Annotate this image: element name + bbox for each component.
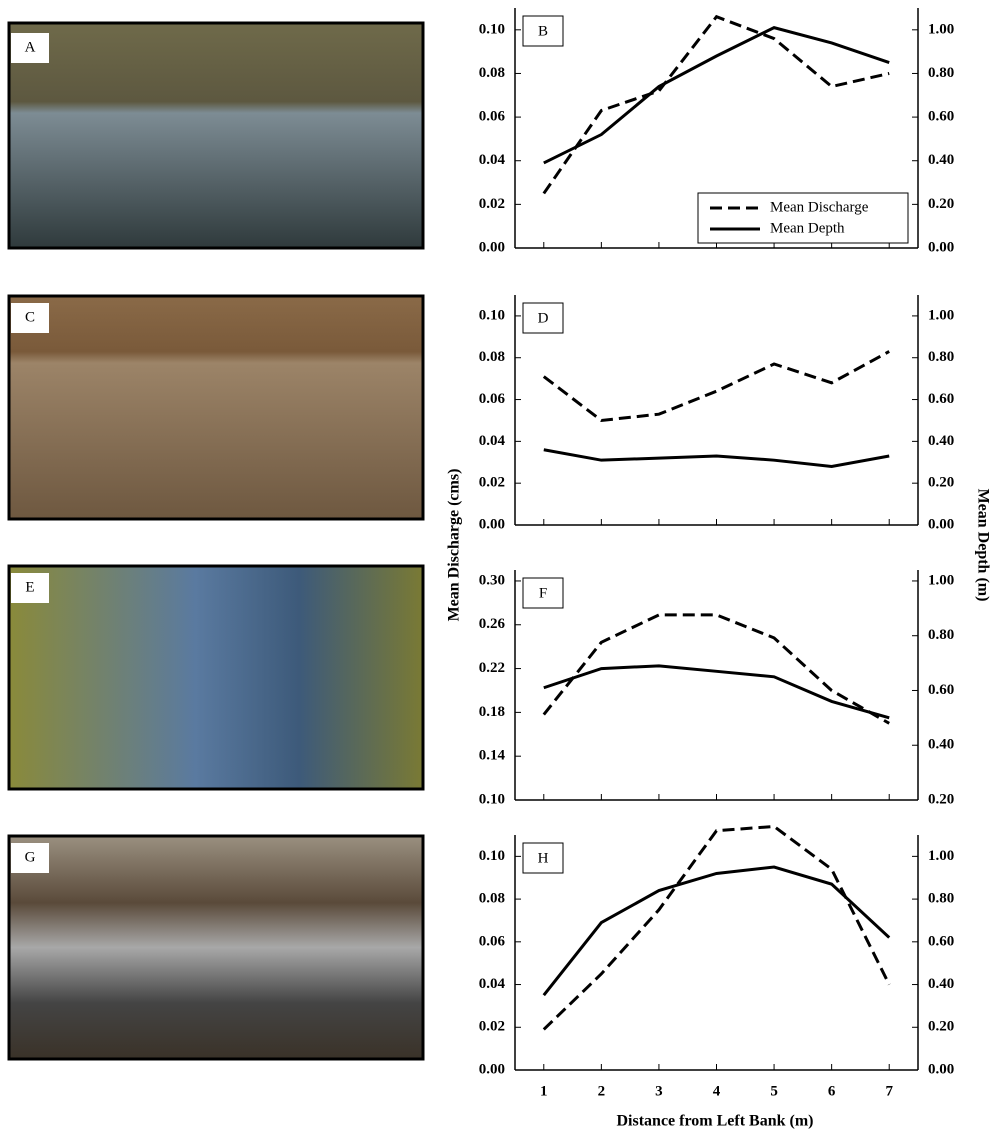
- y-tick-label: 0.18: [479, 704, 505, 720]
- y2-tick-label: 0.80: [928, 349, 954, 365]
- legend-label: Mean Depth: [770, 220, 845, 236]
- y2-tick-label: 0.80: [928, 891, 954, 907]
- x-tick-label: 3: [655, 1083, 663, 1099]
- y-axis-label: Mean Discharge (cms): [446, 469, 463, 622]
- y2-tick-label: 0.20: [928, 1019, 954, 1035]
- y-tick-label: 0.06: [479, 933, 506, 949]
- x-tick-label: 7: [885, 1083, 893, 1099]
- y-tick-label: 0.02: [479, 475, 505, 491]
- solid-line: [544, 666, 889, 718]
- y2-tick-label: 0.40: [928, 433, 954, 449]
- y2-tick-label: 0.40: [928, 976, 954, 992]
- solid-line: [544, 28, 889, 163]
- y-tick-label: 0.04: [479, 152, 506, 168]
- dashed-line: [544, 17, 889, 194]
- y2-tick-label: 0.20: [928, 791, 954, 807]
- y2-tick-label: 1.00: [928, 307, 954, 323]
- y-tick-label: 0.10: [479, 307, 505, 323]
- y-tick-label: 0.08: [479, 891, 505, 907]
- y-tick-label: 0.10: [479, 21, 505, 37]
- y-tick-label: 0.26: [479, 616, 506, 632]
- x-tick-label: 5: [770, 1083, 778, 1099]
- y-tick-label: 0.14: [479, 748, 506, 764]
- y-tick-label: 0.10: [479, 848, 505, 864]
- photo-label: C: [25, 309, 35, 325]
- y-tick-label: 0.00: [479, 1061, 505, 1077]
- y2-tick-label: 1.00: [928, 572, 954, 588]
- photo-g: [9, 836, 423, 1059]
- panel-label: H: [538, 850, 549, 866]
- y2-tick-label: 0.00: [928, 1061, 954, 1077]
- solid-line: [544, 450, 889, 467]
- solid-line: [544, 867, 889, 995]
- y-tick-label: 0.30: [479, 572, 505, 588]
- x-tick-label: 6: [828, 1083, 836, 1099]
- page: A C E G Mean Discharge (cms) Mean Depth …: [0, 0, 990, 1134]
- y2-axis-label: Mean Depth (m): [974, 489, 990, 602]
- photo-label: G: [25, 849, 36, 865]
- y-tick-label: 0.00: [479, 516, 505, 532]
- legend-label: Mean Discharge: [770, 199, 869, 215]
- y-tick-label: 0.06: [479, 109, 506, 125]
- y-tick-label: 0.02: [479, 1019, 505, 1035]
- photo-c: [9, 296, 423, 519]
- x-tick-label: 4: [713, 1083, 721, 1099]
- y2-tick-label: 1.00: [928, 21, 954, 37]
- y2-tick-label: 0.80: [928, 627, 954, 643]
- photo-e: [9, 566, 423, 789]
- y-tick-label: 0.22: [479, 660, 505, 676]
- y2-tick-label: 0.40: [928, 152, 954, 168]
- y2-tick-label: 0.60: [928, 391, 954, 407]
- y2-tick-label: 0.40: [928, 737, 954, 753]
- y-tick-label: 0.02: [479, 196, 505, 212]
- y2-tick-label: 0.00: [928, 516, 954, 532]
- y2-tick-label: 0.60: [928, 933, 954, 949]
- y2-tick-label: 0.00: [928, 239, 954, 255]
- photo-label: E: [25, 579, 34, 595]
- panel-label: B: [538, 23, 548, 39]
- y2-tick-label: 1.00: [928, 848, 954, 864]
- x-axis-label: Distance from Left Bank (m): [616, 1113, 813, 1130]
- y2-tick-label: 0.20: [928, 475, 954, 491]
- y2-tick-label: 0.60: [928, 682, 954, 698]
- y-tick-label: 0.04: [479, 433, 506, 449]
- x-tick-label: 1: [540, 1083, 548, 1099]
- panel-label: D: [538, 310, 549, 326]
- dashed-line: [544, 351, 889, 420]
- figure: A C E G Mean Discharge (cms) Mean Depth …: [0, 0, 990, 1134]
- y2-tick-label: 0.20: [928, 196, 954, 212]
- y2-tick-label: 0.80: [928, 65, 954, 81]
- panel-label: F: [539, 585, 547, 601]
- y-tick-label: 0.08: [479, 349, 505, 365]
- photo-a: [9, 23, 423, 248]
- y-tick-label: 0.08: [479, 65, 505, 81]
- y-tick-label: 0.10: [479, 791, 505, 807]
- x-tick-label: 2: [598, 1083, 606, 1099]
- y-tick-label: 0.04: [479, 976, 506, 992]
- y2-tick-label: 0.60: [928, 109, 954, 125]
- y-tick-label: 0.06: [479, 391, 506, 407]
- photo-label: A: [25, 39, 36, 55]
- y-tick-label: 0.00: [479, 239, 505, 255]
